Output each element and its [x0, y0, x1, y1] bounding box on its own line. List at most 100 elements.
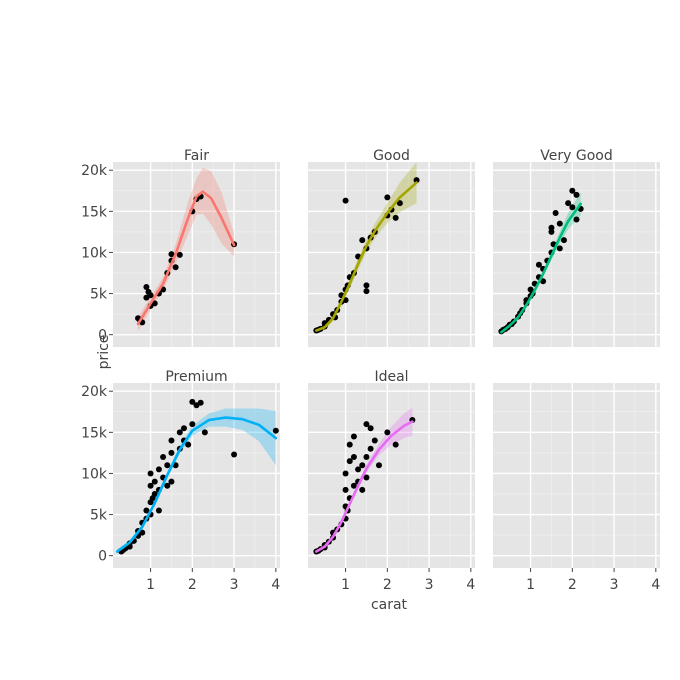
- x-tick-label: 3: [230, 577, 239, 593]
- data-point: [363, 282, 370, 289]
- data-point: [155, 466, 162, 473]
- y-tick-label: 15k: [81, 425, 108, 441]
- data-point: [189, 421, 196, 428]
- y-tick-label: 15k: [81, 204, 108, 220]
- data-point: [143, 283, 150, 290]
- data-point: [573, 216, 580, 223]
- data-point: [350, 482, 357, 489]
- facet-strip-label: Very Good: [540, 148, 612, 164]
- data-point: [342, 470, 349, 477]
- data-point: [548, 228, 555, 235]
- data-point: [151, 491, 158, 497]
- data-point: [197, 399, 204, 406]
- data-point: [201, 429, 208, 436]
- data-point: [147, 470, 154, 477]
- x-axis-title: carat: [371, 597, 408, 613]
- data-point: [556, 220, 563, 227]
- data-point: [180, 425, 187, 432]
- x-tick-label: 1: [341, 577, 350, 593]
- facet-panel: 1 2 3 4: [493, 383, 660, 593]
- data-point: [147, 482, 154, 489]
- facet-panel: Premium 0 5k 10k 15k 20k 1 2 3 4: [81, 369, 280, 593]
- x-tick-label: 1: [146, 577, 155, 593]
- data-point: [231, 451, 238, 458]
- panel-background: [113, 383, 280, 568]
- data-point: [573, 191, 580, 198]
- facet-panel: Good: [308, 148, 475, 347]
- x-tick-label: 3: [610, 577, 619, 593]
- data-point: [346, 441, 353, 448]
- y-tick-label: 20k: [81, 163, 108, 179]
- data-point: [548, 224, 555, 231]
- data-point: [176, 251, 183, 258]
- facet-strip-label: Good: [373, 148, 410, 164]
- data-point: [363, 421, 370, 428]
- x-tick-label: 4: [466, 577, 475, 593]
- smooth-line: [315, 420, 414, 553]
- data-point: [413, 177, 420, 184]
- data-point: [176, 429, 183, 436]
- data-point: [535, 261, 542, 268]
- facet-strip-label: Ideal: [374, 369, 408, 385]
- smooth-line: [136, 190, 236, 326]
- x-tick-label: 3: [425, 577, 434, 593]
- data-point: [172, 264, 179, 271]
- data-point: [371, 437, 378, 444]
- data-point: [363, 474, 370, 481]
- data-point: [350, 433, 357, 440]
- data-point: [168, 449, 175, 456]
- data-point: [355, 466, 362, 473]
- smooth-line: [315, 181, 418, 332]
- facet-strip-label: Premium: [165, 369, 227, 385]
- data-point: [139, 529, 146, 536]
- x-tick-label: 2: [568, 577, 577, 593]
- data-point: [359, 462, 366, 469]
- data-point: [367, 445, 374, 452]
- smooth-line: [115, 416, 278, 553]
- data-point: [143, 507, 150, 514]
- data-point: [151, 478, 158, 485]
- data-point: [560, 237, 567, 244]
- facet-panel: Very Good: [493, 148, 660, 347]
- y-tick-label: 0: [98, 549, 107, 565]
- y-tick-label: 10k: [81, 245, 108, 261]
- data-point: [272, 427, 279, 434]
- y-tick-label: 5k: [90, 287, 108, 303]
- y-axis-title: price: [96, 335, 112, 370]
- data-point: [160, 454, 167, 460]
- x-tick-label: 2: [188, 577, 197, 593]
- data-point: [155, 507, 162, 514]
- data-point: [350, 454, 357, 460]
- data-point: [552, 209, 559, 216]
- panel-background: [113, 162, 280, 347]
- data-point: [168, 478, 175, 485]
- data-point: [363, 454, 370, 460]
- x-tick-label: 1: [526, 577, 535, 593]
- data-point: [396, 200, 403, 207]
- data-point: [151, 300, 158, 307]
- y-tick-label: 0: [98, 328, 107, 344]
- y-tick-label: 5k: [90, 508, 108, 524]
- x-tick-label: 4: [651, 577, 660, 593]
- data-point: [185, 441, 192, 448]
- data-point: [375, 462, 382, 469]
- data-point: [384, 429, 391, 436]
- y-tick-label: 10k: [81, 466, 108, 482]
- data-point: [346, 458, 353, 465]
- data-point: [556, 245, 563, 252]
- x-tick-label: 4: [271, 577, 280, 593]
- facet-panel: Ideal 1 2 3 4: [308, 369, 475, 593]
- data-point: [342, 486, 349, 493]
- x-tick-label: 2: [383, 577, 392, 593]
- data-point: [540, 278, 547, 285]
- data-point: [342, 197, 349, 204]
- data-point: [147, 292, 154, 299]
- data-point: [384, 194, 391, 201]
- facet-strip-label: Fair: [184, 148, 209, 164]
- data-point: [359, 237, 366, 244]
- facet-panels: Fair 0 5k 10k 15k 20k Good Very Good Premium 0 5k 1…: [81, 148, 660, 593]
- data-point: [392, 441, 399, 448]
- data-point: [367, 425, 374, 432]
- smooth-line: [500, 202, 582, 334]
